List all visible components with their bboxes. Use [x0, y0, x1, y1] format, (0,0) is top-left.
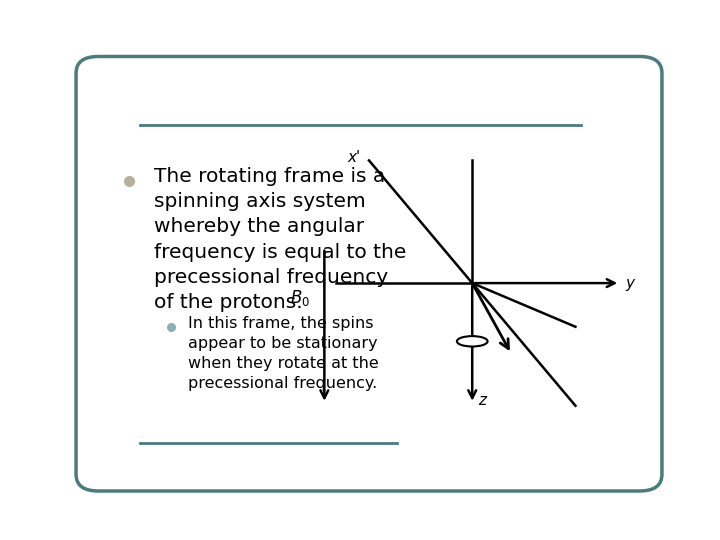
Text: The rotating frame is a
spinning axis system
whereby the angular
frequency is eq: The rotating frame is a spinning axis sy…: [154, 167, 407, 312]
FancyBboxPatch shape: [76, 57, 662, 491]
Ellipse shape: [457, 336, 487, 347]
Text: y: y: [626, 275, 635, 291]
Text: In this frame, the spins
appear to be stationary
when they rotate at the
precess: In this frame, the spins appear to be st…: [188, 316, 379, 392]
Text: x': x': [347, 150, 361, 165]
Text: z: z: [478, 393, 486, 408]
Text: $B_0$: $B_0$: [290, 288, 310, 308]
